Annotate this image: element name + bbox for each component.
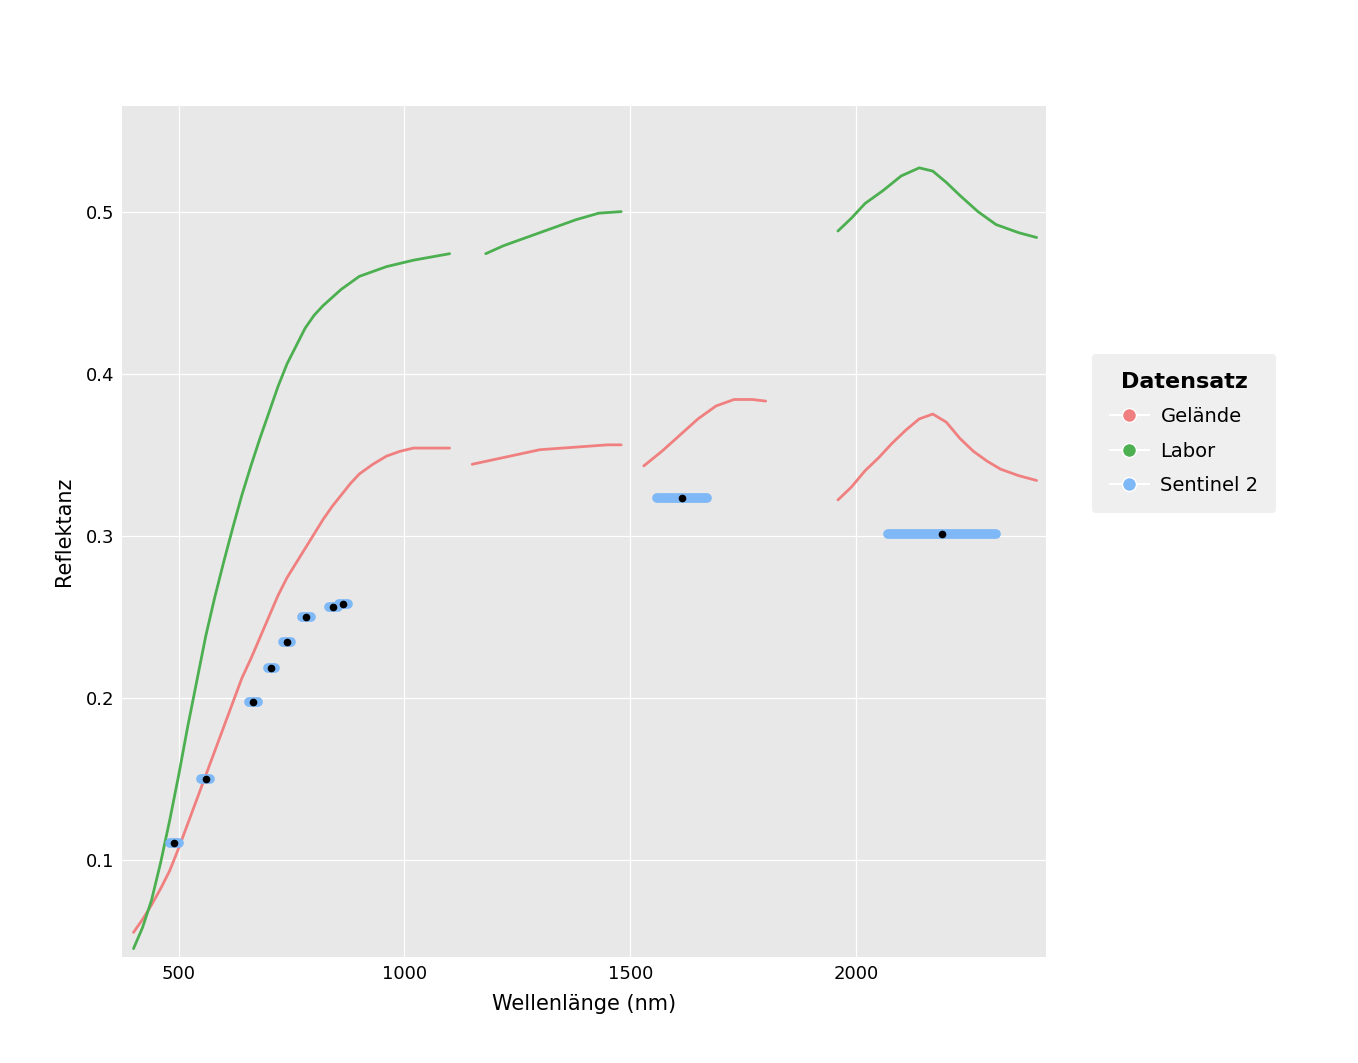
Legend: Gelände, Labor, Sentinel 2: Gelände, Labor, Sentinel 2	[1092, 354, 1277, 512]
X-axis label: Wellenlänge (nm): Wellenlänge (nm)	[492, 994, 676, 1014]
Y-axis label: Reflektanz: Reflektanz	[54, 477, 75, 586]
